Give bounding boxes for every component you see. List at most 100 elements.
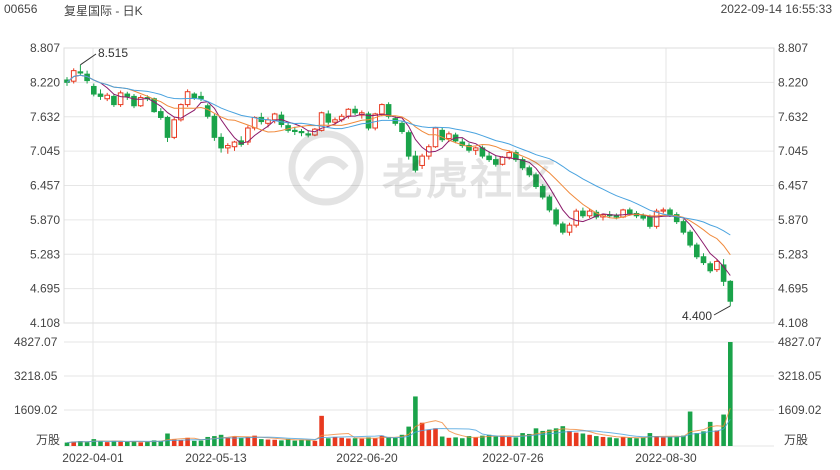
price-tick-label-right: 7.045 [778, 144, 808, 158]
price-tick-label-left: 5.283 [30, 247, 60, 261]
volume-bar [339, 437, 344, 446]
low-marker-line [713, 305, 731, 316]
volume-bar [98, 441, 103, 446]
volume-bar [238, 437, 244, 446]
candle-body [178, 104, 184, 121]
volume-bars [64, 342, 733, 446]
candle [727, 280, 734, 306]
candle-body [653, 210, 660, 227]
candle [580, 207, 586, 219]
candle [225, 143, 231, 154]
volume-bar [212, 436, 217, 446]
candle [707, 261, 714, 274]
high-marker-line [80, 53, 97, 66]
volume-bar [540, 430, 545, 446]
candle-body [553, 209, 559, 225]
volume-bar [198, 440, 204, 446]
candle-body [720, 264, 727, 282]
volume-bar [419, 422, 425, 446]
candle-body [345, 108, 352, 117]
candle [352, 105, 358, 116]
candle [472, 146, 479, 155]
candle-body [77, 71, 84, 74]
volume-bar [192, 440, 197, 446]
volume-bar [393, 437, 398, 446]
candle-body [593, 211, 600, 218]
candle-body [647, 216, 653, 227]
volume-bar [299, 439, 304, 446]
watermark: 老虎社区 [286, 128, 586, 208]
date-tick-label: 2022-04-01 [62, 451, 124, 465]
candle-body [640, 215, 647, 219]
volume-bar [426, 429, 432, 446]
volume-bar [661, 437, 666, 446]
candle-body [533, 174, 539, 188]
candle-body [419, 155, 425, 166]
candle [566, 222, 573, 236]
candle [399, 120, 405, 134]
candle-body [318, 112, 325, 131]
candle-body [292, 129, 298, 133]
candle-body [97, 93, 104, 97]
stock-name: 复星国际 - 日K [64, 4, 143, 18]
volume-bar [265, 439, 271, 446]
volume-bar [332, 436, 338, 446]
candle-body [231, 141, 238, 148]
price-tick-label-left: 5.870 [30, 213, 60, 227]
candle-body [131, 95, 137, 107]
candle-body [513, 152, 519, 161]
candle [660, 207, 667, 214]
volume-bar [312, 440, 318, 446]
price-tick-label-right: 8.220 [778, 75, 808, 89]
volume-bar [171, 439, 177, 446]
volume-bar [466, 436, 472, 446]
candle [526, 165, 533, 178]
volume-bar [520, 433, 525, 446]
volume-bar [460, 438, 465, 446]
candle-body [204, 105, 211, 117]
candle [365, 111, 372, 131]
candle-body [613, 215, 620, 218]
candle-body [271, 113, 278, 121]
ma5-line [66, 74, 731, 276]
volume-bar [701, 431, 706, 446]
volume-tick-label-right: 1609.02 [778, 403, 822, 417]
candle-body [673, 214, 680, 223]
stock-code: 00656 [4, 2, 38, 16]
volume-bar [513, 437, 519, 446]
candle-body [117, 92, 124, 106]
candle [204, 103, 211, 119]
candle-body [124, 93, 131, 97]
volume-bar [547, 429, 552, 446]
candle [131, 94, 137, 109]
volume-bar [413, 396, 418, 446]
volume-bar [292, 440, 298, 446]
volume-bar [205, 436, 210, 446]
candle [593, 209, 600, 220]
candle-body [714, 260, 720, 271]
candle-body [164, 116, 171, 138]
volume-bar [714, 430, 720, 446]
volume-bar [721, 414, 726, 446]
volume-bar [500, 435, 505, 446]
price-tick-label-left: 7.632 [30, 110, 60, 124]
candle [560, 221, 566, 235]
volume-tick-label-left: 4827.07 [14, 335, 58, 349]
candle-body [379, 104, 385, 115]
volume-bar [627, 437, 633, 446]
candle [680, 219, 687, 235]
candle [533, 172, 539, 189]
volume-bar [681, 435, 686, 446]
watermark-text: 老虎社区 [382, 156, 559, 203]
price-panel-frame [63, 47, 775, 324]
candle-body [446, 133, 452, 140]
volume-bar [326, 438, 331, 446]
candle-body [439, 129, 445, 141]
candle-body [211, 115, 218, 138]
volume-bar [232, 436, 237, 446]
candle-body [399, 122, 405, 133]
low-value-label: 4.400 [682, 309, 712, 323]
candle-body [560, 223, 566, 233]
price-tick-label-right: 8.807 [778, 41, 808, 55]
volume-bar [272, 439, 277, 446]
